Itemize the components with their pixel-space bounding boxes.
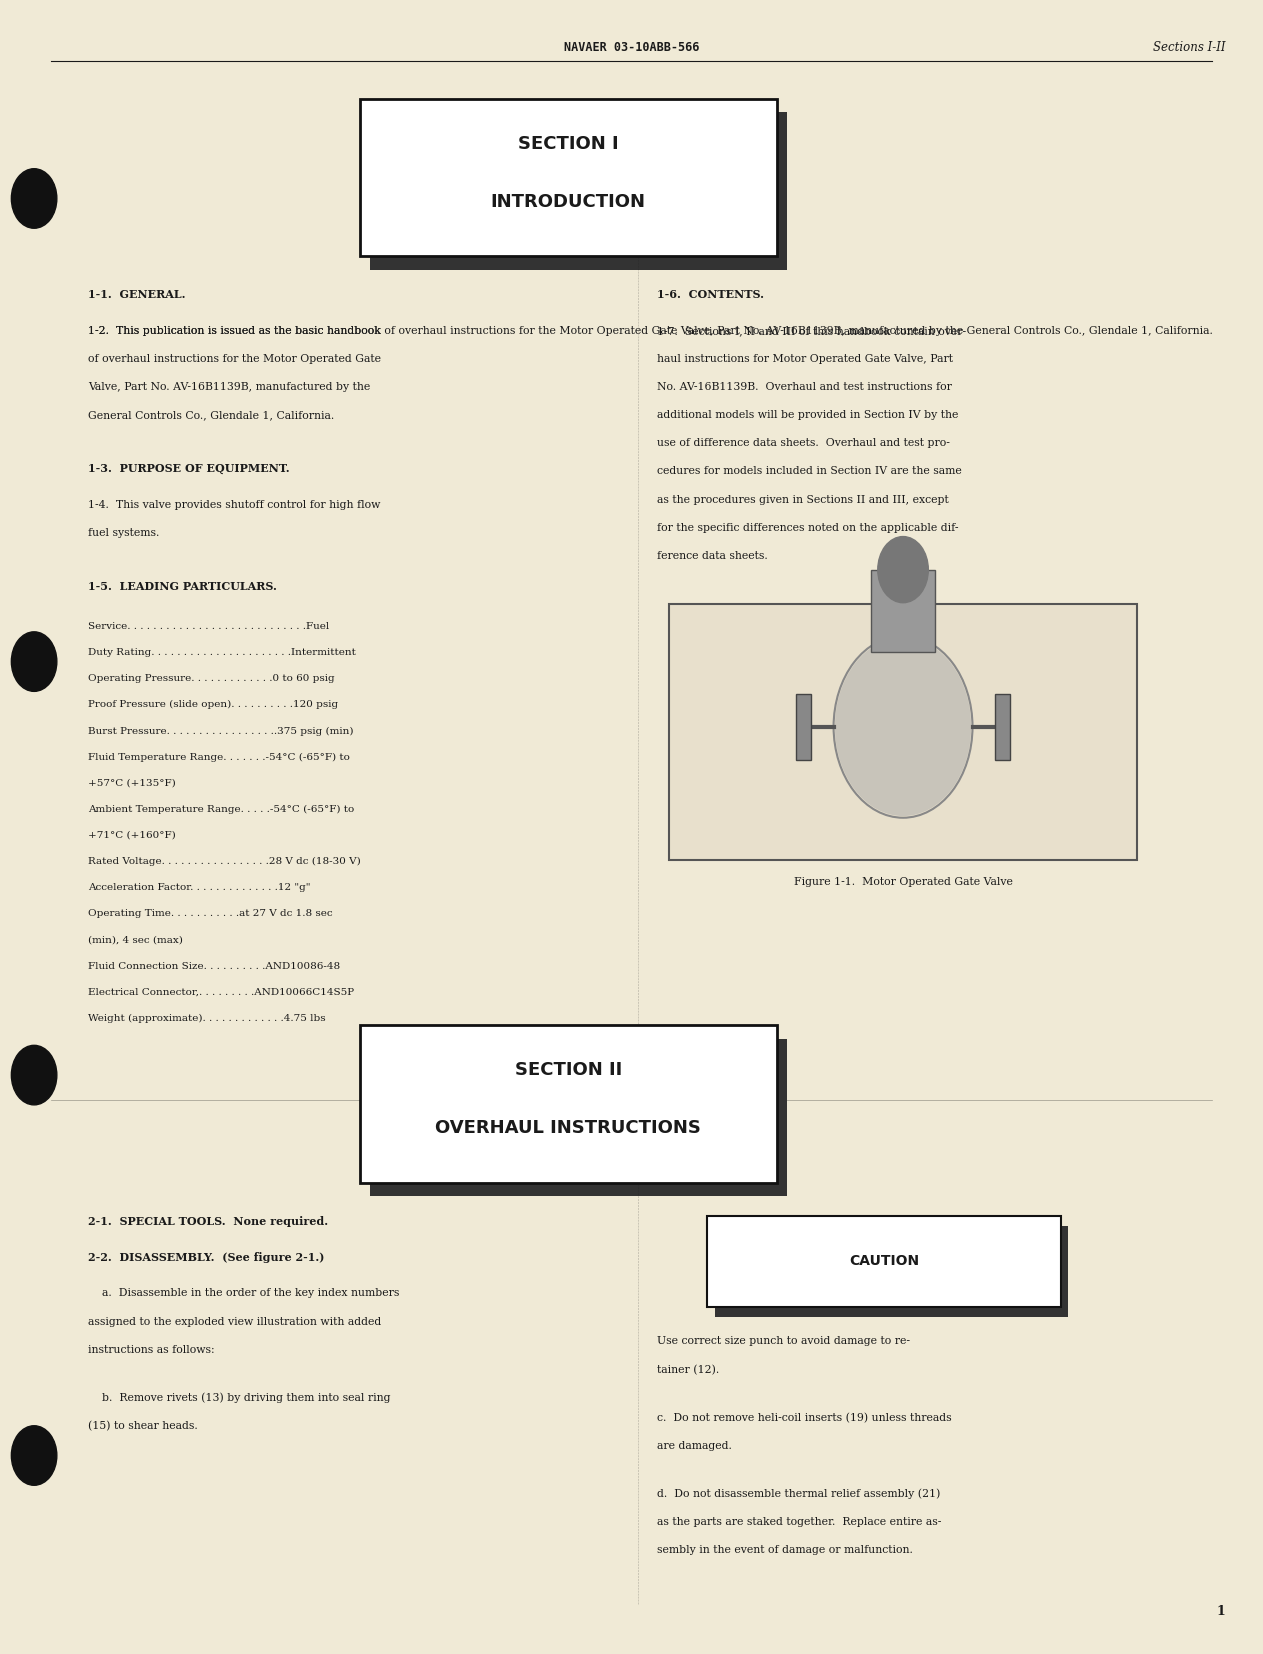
Text: Service. . . . . . . . . . . . . . . . . . . . . . . . . . . .Fuel: Service. . . . . . . . . . . . . . . . .… [88, 622, 330, 630]
Text: Sections I-II: Sections I-II [1153, 41, 1225, 55]
Text: are damaged.: are damaged. [657, 1441, 731, 1451]
Bar [707, 1216, 1061, 1307]
FancyBboxPatch shape [360, 99, 777, 256]
Text: Fluid Temperature Range. . . . . . .-54°C (-65°F) to: Fluid Temperature Range. . . . . . .-54°… [88, 753, 350, 762]
Text: (15) to shear heads.: (15) to shear heads. [88, 1421, 198, 1431]
Text: INTRODUCTION: INTRODUCTION [491, 194, 645, 210]
FancyBboxPatch shape [370, 1039, 787, 1196]
Text: as the parts are staked together.  Replace entire as-: as the parts are staked together. Replac… [657, 1517, 941, 1527]
Bar [715, 1226, 1068, 1317]
Text: tainer (12).: tainer (12). [657, 1365, 719, 1374]
Bar [796, 693, 811, 759]
Text: Acceleration Factor. . . . . . . . . . . . . .12 "g": Acceleration Factor. . . . . . . . . . .… [88, 883, 311, 892]
Text: Figure 1-1.  Motor Operated Gate Valve: Figure 1-1. Motor Operated Gate Valve [793, 877, 1013, 887]
Bar [995, 693, 1010, 759]
Text: for the specific differences noted on the applicable dif-: for the specific differences noted on th… [657, 523, 959, 533]
Text: +57°C (+135°F): +57°C (+135°F) [88, 779, 176, 787]
Bar [871, 569, 935, 652]
Text: NAVAER 03-10ABB-566: NAVAER 03-10ABB-566 [563, 41, 700, 55]
Text: assigned to the exploded view illustration with added: assigned to the exploded view illustrati… [88, 1317, 381, 1327]
Text: SECTION I: SECTION I [518, 136, 619, 152]
Text: 1-5.  LEADING PARTICULARS.: 1-5. LEADING PARTICULARS. [88, 581, 278, 592]
Text: Proof Pressure (slide open). . . . . . . . . .120 psig: Proof Pressure (slide open). . . . . . .… [88, 700, 338, 710]
Text: haul instructions for Motor Operated Gate Valve, Part: haul instructions for Motor Operated Gat… [657, 354, 952, 364]
Text: 1-2.  This publication is issued as the basic handbook: 1-2. This publication is issued as the b… [88, 326, 381, 336]
Text: Operating Time. . . . . . . . . . .at 27 V dc 1.8 sec: Operating Time. . . . . . . . . . .at 27… [88, 910, 333, 918]
Text: CAUTION: CAUTION [849, 1254, 919, 1269]
Text: 2-2.  DISASSEMBLY.  (See figure 2-1.): 2-2. DISASSEMBLY. (See figure 2-1.) [88, 1252, 325, 1264]
Text: 1-7.  Sections I, II and III of this handbook contain over-: 1-7. Sections I, II and III of this hand… [657, 326, 966, 336]
Text: Electrical Connector,. . . . . . . . .AND10066C14S5P: Electrical Connector,. . . . . . . . .AN… [88, 987, 355, 997]
Text: Weight (approximate). . . . . . . . . . . . .4.75 lbs: Weight (approximate). . . . . . . . . . … [88, 1014, 326, 1024]
Text: b.  Remove rivets (13) by driving them into seal ring: b. Remove rivets (13) by driving them in… [88, 1393, 392, 1403]
Circle shape [11, 632, 57, 691]
Text: Ambient Temperature Range. . . . .-54°C (-65°F) to: Ambient Temperature Range. . . . .-54°C … [88, 805, 355, 814]
Text: Valve, Part No. AV-16B1139B, manufactured by the: Valve, Part No. AV-16B1139B, manufacture… [88, 382, 370, 392]
Circle shape [11, 169, 57, 228]
Text: (min), 4 sec (max): (min), 4 sec (max) [88, 936, 183, 944]
Text: OVERHAUL INSTRUCTIONS: OVERHAUL INSTRUCTIONS [436, 1120, 701, 1136]
Text: of overhaul instructions for the Motor Operated Gate: of overhaul instructions for the Motor O… [88, 354, 381, 364]
Text: 1: 1 [1216, 1604, 1225, 1618]
Text: additional models will be provided in Section IV by the: additional models will be provided in Se… [657, 410, 959, 420]
Text: +71°C (+160°F): +71°C (+160°F) [88, 830, 176, 840]
Text: ference data sheets.: ference data sheets. [657, 551, 768, 561]
Text: instructions as follows:: instructions as follows: [88, 1345, 215, 1355]
Bar [669, 604, 1137, 860]
Text: sembly in the event of damage or malfunction.: sembly in the event of damage or malfunc… [657, 1545, 913, 1555]
Circle shape [11, 1426, 57, 1485]
Text: No. AV-16B1139B.  Overhaul and test instructions for: No. AV-16B1139B. Overhaul and test instr… [657, 382, 951, 392]
Text: General Controls Co., Glendale 1, California.: General Controls Co., Glendale 1, Califo… [88, 410, 335, 420]
Text: use of difference data sheets.  Overhaul and test pro-: use of difference data sheets. Overhaul … [657, 438, 950, 448]
Circle shape [11, 1045, 57, 1105]
Text: 1-4.  This valve provides shutoff control for high flow: 1-4. This valve provides shutoff control… [88, 500, 380, 509]
Text: c.  Do not remove heli-coil inserts (19) unless threads: c. Do not remove heli-coil inserts (19) … [657, 1413, 951, 1422]
Circle shape [878, 536, 928, 602]
Text: 2-1.  SPECIAL TOOLS.  None required.: 2-1. SPECIAL TOOLS. None required. [88, 1216, 328, 1227]
Text: cedures for models included in Section IV are the same: cedures for models included in Section I… [657, 466, 961, 476]
Circle shape [835, 637, 971, 815]
Text: fuel systems.: fuel systems. [88, 528, 160, 538]
Text: Duty Rating. . . . . . . . . . . . . . . . . . . . . .Intermittent: Duty Rating. . . . . . . . . . . . . . .… [88, 648, 356, 657]
Text: 1-1.  GENERAL.: 1-1. GENERAL. [88, 289, 186, 301]
Text: Rated Voltage. . . . . . . . . . . . . . . . .28 V dc (18-30 V): Rated Voltage. . . . . . . . . . . . . .… [88, 857, 361, 867]
Text: d.  Do not disassemble thermal relief assembly (21): d. Do not disassemble thermal relief ass… [657, 1489, 940, 1499]
FancyBboxPatch shape [370, 112, 787, 270]
Text: Fluid Connection Size. . . . . . . . . .AND10086-48: Fluid Connection Size. . . . . . . . . .… [88, 961, 341, 971]
Text: as the procedures given in Sections II and III, except: as the procedures given in Sections II a… [657, 495, 949, 504]
FancyBboxPatch shape [360, 1025, 777, 1183]
Text: SECTION II: SECTION II [515, 1062, 621, 1078]
Text: Burst Pressure. . . . . . . . . . . . . . . . ..375 psig (min): Burst Pressure. . . . . . . . . . . . . … [88, 726, 354, 736]
Text: a.  Disassemble in the order of the key index numbers: a. Disassemble in the order of the key i… [88, 1288, 400, 1298]
Text: 1-3.  PURPOSE OF EQUIPMENT.: 1-3. PURPOSE OF EQUIPMENT. [88, 463, 290, 475]
Text: Use correct size punch to avoid damage to re-: Use correct size punch to avoid damage t… [657, 1336, 909, 1346]
Text: Operating Pressure. . . . . . . . . . . . .0 to 60 psig: Operating Pressure. . . . . . . . . . . … [88, 675, 335, 683]
Text: 1-2.  This publication is issued as the basic handbook of overhaul instructions : 1-2. This publication is issued as the b… [88, 326, 1214, 336]
Text: 1-6.  CONTENTS.: 1-6. CONTENTS. [657, 289, 764, 301]
